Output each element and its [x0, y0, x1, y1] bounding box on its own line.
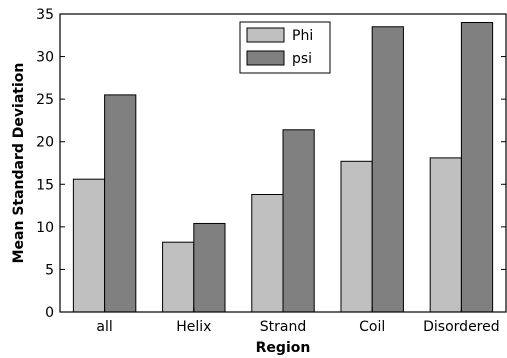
y-tick-label: 5: [45, 262, 54, 278]
bar-phi-disordered: [429, 157, 462, 313]
bar-psi-strand: [282, 129, 315, 313]
bar-psi-coil: [371, 26, 404, 313]
bar-psi-disordered: [460, 22, 494, 313]
x-tick-label-all: all: [96, 319, 112, 335]
x-axis: all Helix Strand Coil Disordered: [96, 307, 500, 335]
y-tick-label: 20: [36, 135, 54, 151]
y-tick-label: 15: [36, 177, 54, 193]
y-tick-label: 10: [36, 220, 54, 236]
y-tick-label: 25: [36, 92, 54, 108]
legend: Phi psi: [239, 21, 331, 74]
bar-psi-helix: [193, 222, 226, 313]
x-tick-label-coil: Coil: [359, 319, 385, 335]
legend-label-psi: psi: [292, 51, 312, 67]
y-tick-label: 0: [45, 305, 54, 321]
y-tick-label: 35: [36, 7, 54, 23]
y-axis: 0 5 10 15 20 25 30 35: [36, 7, 506, 321]
legend-label-phi: Phi: [292, 28, 313, 44]
legend-swatch-psi: [246, 50, 285, 66]
x-tick-label-helix: Helix: [176, 319, 211, 335]
x-axis-title: Region: [256, 340, 311, 356]
bar-phi-strand: [251, 194, 284, 313]
bar-phi-helix: [162, 241, 195, 313]
bar-phi-coil: [340, 160, 373, 313]
x-tick-label-disordered: Disordered: [423, 319, 500, 335]
y-axis-title: Mean Standard Deviation: [11, 63, 27, 264]
x-tick-label-strand: Strand: [260, 319, 306, 335]
legend-swatch-phi: [246, 27, 285, 43]
bar-psi-all: [104, 94, 137, 313]
bars-layer: [72, 22, 494, 313]
bar-phi-all: [72, 178, 106, 313]
y-tick-label: 30: [36, 50, 54, 66]
